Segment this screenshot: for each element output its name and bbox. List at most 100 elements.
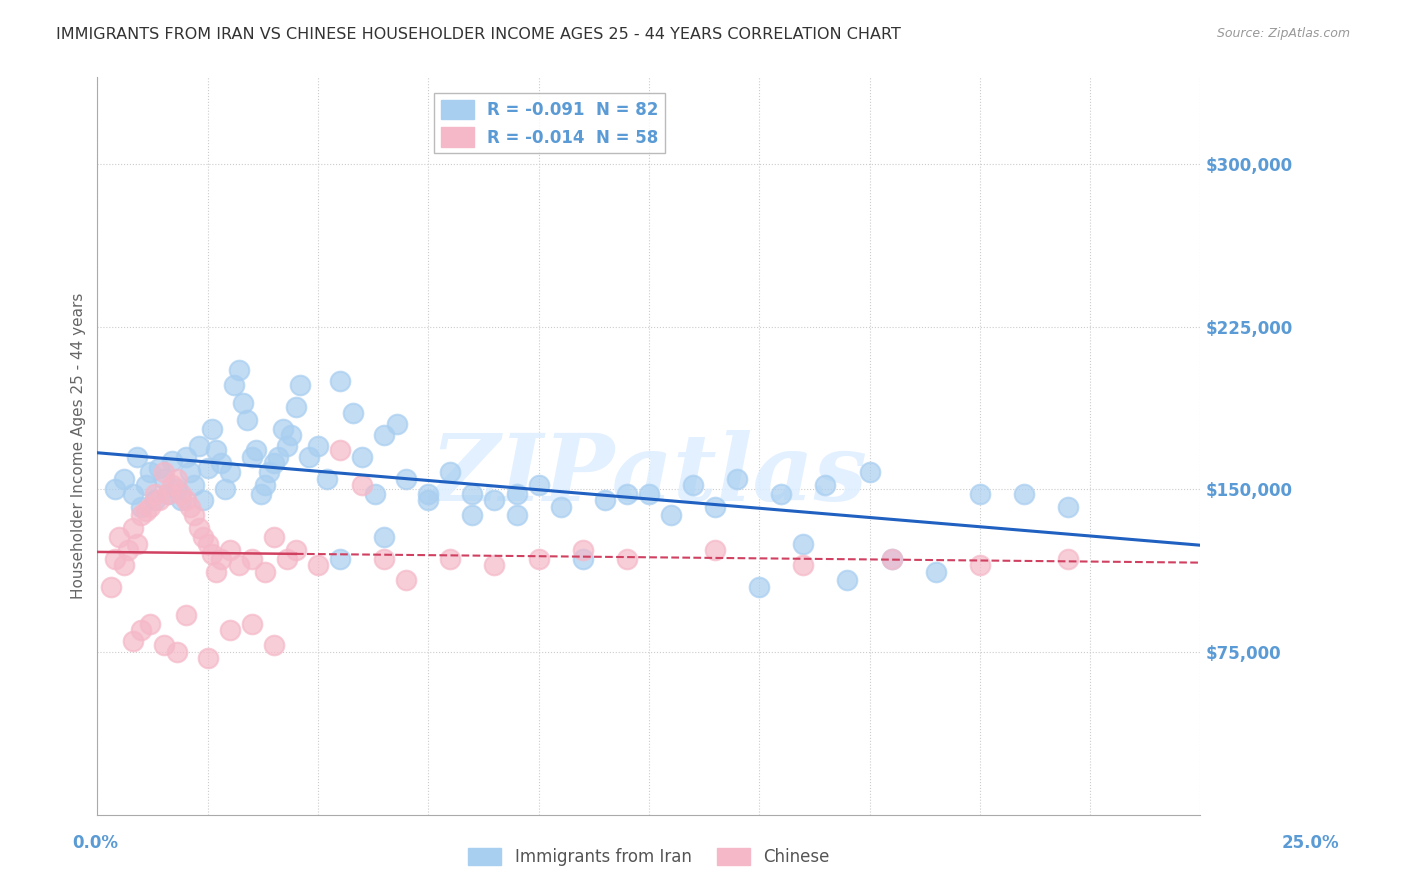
Point <box>152 471 174 485</box>
Point <box>104 551 127 566</box>
Point <box>183 478 205 492</box>
Point <box>290 378 312 392</box>
Point <box>395 574 418 588</box>
Point <box>139 500 162 514</box>
Point <box>550 500 572 514</box>
Point <box>315 471 337 485</box>
Point <box>505 486 527 500</box>
Point <box>240 551 263 566</box>
Point <box>373 428 395 442</box>
Point <box>263 530 285 544</box>
Point <box>276 551 298 566</box>
Point <box>228 363 250 377</box>
Point <box>100 580 122 594</box>
Point <box>148 493 170 508</box>
Point <box>156 486 179 500</box>
Point <box>209 551 232 566</box>
Point <box>218 465 240 479</box>
Point <box>166 645 188 659</box>
Point <box>166 483 188 497</box>
Text: ZIPatlas: ZIPatlas <box>430 431 868 521</box>
Point <box>224 378 246 392</box>
Point <box>218 543 240 558</box>
Point <box>395 471 418 485</box>
Point <box>174 608 197 623</box>
Point <box>748 580 770 594</box>
Point <box>770 486 793 500</box>
Point <box>143 486 166 500</box>
Point <box>228 558 250 573</box>
Point <box>253 478 276 492</box>
Point <box>352 478 374 492</box>
Point <box>682 478 704 492</box>
Point <box>527 478 550 492</box>
Point <box>148 460 170 475</box>
Point <box>201 422 224 436</box>
Point <box>162 454 184 468</box>
Point <box>201 548 224 562</box>
Point <box>135 478 157 492</box>
Point <box>858 465 880 479</box>
Point <box>307 558 329 573</box>
Point <box>104 483 127 497</box>
Point <box>925 565 948 579</box>
Point <box>162 478 184 492</box>
Point <box>197 460 219 475</box>
Point <box>725 471 748 485</box>
Point <box>121 486 143 500</box>
Point <box>125 450 148 464</box>
Point <box>193 530 215 544</box>
Point <box>439 465 461 479</box>
Point <box>152 639 174 653</box>
Point <box>880 551 903 566</box>
Point <box>307 439 329 453</box>
Point <box>125 536 148 550</box>
Point <box>638 486 661 500</box>
Point <box>704 543 727 558</box>
Point <box>373 530 395 544</box>
Point <box>461 486 484 500</box>
Point <box>418 493 440 508</box>
Point <box>187 439 209 453</box>
Point <box>236 413 259 427</box>
Point <box>616 551 638 566</box>
Point <box>837 574 859 588</box>
Point <box>197 651 219 665</box>
Point <box>593 493 616 508</box>
Point <box>484 558 506 573</box>
Point <box>187 521 209 535</box>
Point <box>329 443 352 458</box>
Point <box>121 521 143 535</box>
Point <box>139 616 162 631</box>
Point <box>240 616 263 631</box>
Point <box>249 486 271 500</box>
Text: 0.0%: 0.0% <box>73 834 118 852</box>
Point <box>505 508 527 523</box>
Point <box>284 400 307 414</box>
Point <box>284 543 307 558</box>
Point <box>108 530 131 544</box>
Point <box>112 471 135 485</box>
Point <box>880 551 903 566</box>
Point <box>174 450 197 464</box>
Point <box>484 493 506 508</box>
Point <box>240 450 263 464</box>
Point <box>276 439 298 453</box>
Point <box>792 558 814 573</box>
Point <box>174 493 197 508</box>
Point <box>143 493 166 508</box>
Legend: R = -0.091  N = 82, R = -0.014  N = 58: R = -0.091 N = 82, R = -0.014 N = 58 <box>434 93 665 153</box>
Point <box>253 565 276 579</box>
Point <box>152 465 174 479</box>
Point <box>298 450 321 464</box>
Point <box>271 422 294 436</box>
Y-axis label: Householder Income Ages 25 - 44 years: Householder Income Ages 25 - 44 years <box>72 293 86 599</box>
Point <box>571 551 593 566</box>
Point <box>166 471 188 485</box>
Point <box>571 543 593 558</box>
Text: Source: ZipAtlas.com: Source: ZipAtlas.com <box>1216 27 1350 40</box>
Point <box>214 483 236 497</box>
Point <box>373 551 395 566</box>
Point <box>659 508 682 523</box>
Point <box>352 450 374 464</box>
